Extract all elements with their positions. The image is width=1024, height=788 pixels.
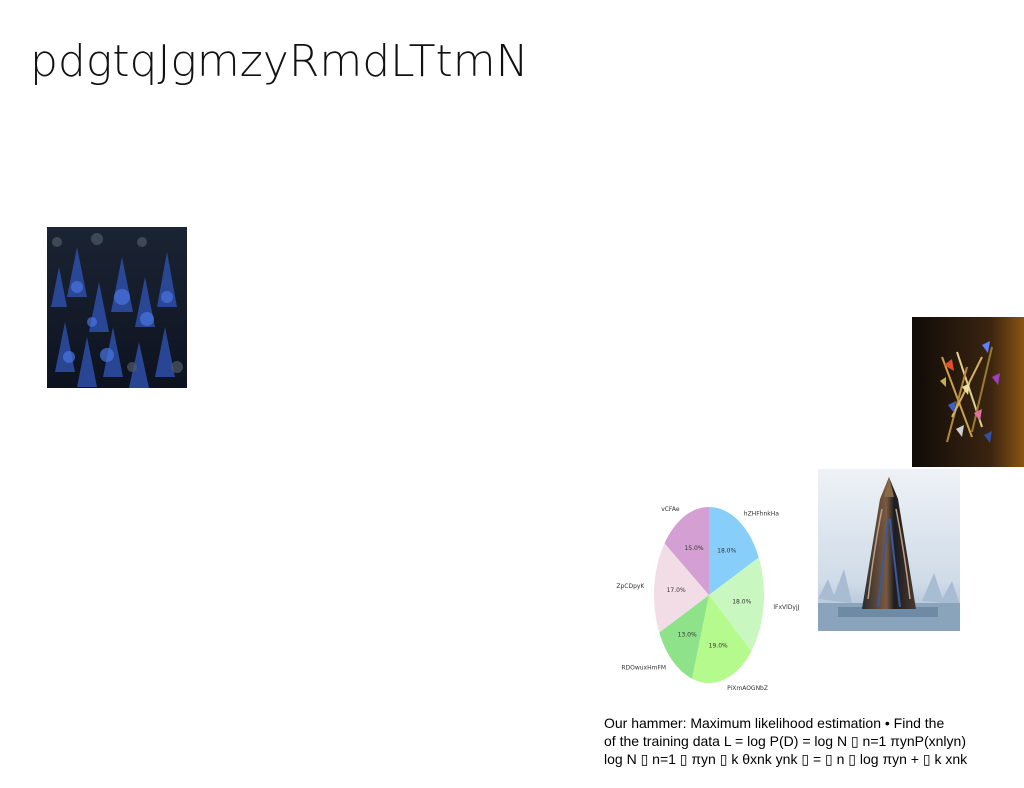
pie-slice-hZHFhnkHa bbox=[709, 507, 759, 595]
pie-category-label: lFxVlDyjJ bbox=[773, 604, 799, 611]
pie-slice-lFxVlDyjJ bbox=[709, 557, 764, 652]
pie-category-label: ZpCDpyK bbox=[616, 583, 645, 590]
pie-slice-RDOwuxHmFM bbox=[659, 595, 709, 679]
caption-line-1: Our hammer: Maximum likelihood estimatio… bbox=[604, 715, 945, 731]
abstract-art-photo bbox=[912, 317, 1024, 467]
pie-slice-PiXmAOGNbZ bbox=[692, 595, 752, 683]
forest-photo bbox=[47, 227, 187, 388]
pie-percent-label: 18.0% bbox=[717, 547, 736, 554]
pie-category-label: vCFAe bbox=[661, 506, 680, 513]
caption-line-3: log N ▯ n=1 ▯ πyn ▯ k θxnk ynk ▯ = ▯ n ▯… bbox=[604, 751, 968, 767]
pie-slice-vCFAe bbox=[664, 507, 709, 595]
pie-percent-label: 18.0% bbox=[732, 599, 751, 606]
caption-line-2: of the training data L = log P(D) = log … bbox=[604, 733, 966, 749]
caption-text: Our hammer: Maximum likelihood estimatio… bbox=[604, 714, 1022, 768]
pie-percent-label: 17.0% bbox=[667, 587, 686, 594]
slide-title: pdgtqJgmzyRmdLTtmN bbox=[30, 36, 529, 87]
pie-slice-ZpCDpyK bbox=[654, 543, 709, 633]
pie-chart: 18.0% hZHFhnkHa 18.0% lFxVlDyjJ 19.0% PiXmAOG… bbox=[610, 498, 810, 693]
pie-category-label: PiXmAOGNbZ bbox=[727, 685, 768, 692]
pie-percent-label: 15.0% bbox=[684, 545, 703, 552]
pie-category-label: RDOwuxHmFM bbox=[621, 665, 666, 672]
pie-percent-label: 13.0% bbox=[678, 632, 697, 639]
rocket-sculpture-photo bbox=[818, 469, 960, 631]
pie-percent-label: 19.0% bbox=[709, 643, 728, 650]
pie-category-label: hZHFhnkHa bbox=[744, 510, 779, 517]
